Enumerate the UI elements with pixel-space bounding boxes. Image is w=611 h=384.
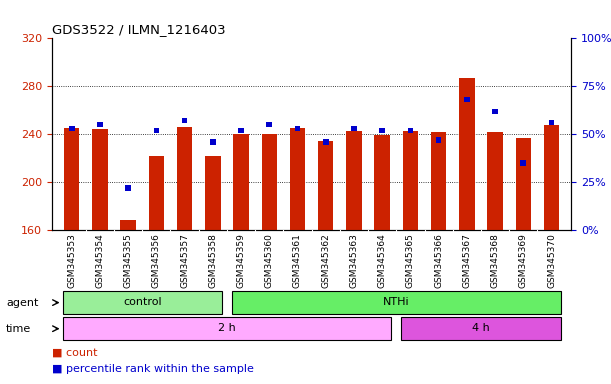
Bar [431, 132, 447, 230]
Bar [408, 128, 413, 133]
Bar [290, 128, 306, 230]
Bar [323, 139, 329, 144]
Bar [182, 118, 188, 124]
Bar [205, 156, 221, 230]
Bar [97, 122, 103, 127]
Text: GSM345362: GSM345362 [321, 233, 330, 288]
Bar [62, 317, 392, 341]
Text: GSM345369: GSM345369 [519, 233, 528, 288]
Bar [549, 120, 554, 126]
Text: GSM345354: GSM345354 [95, 233, 104, 288]
Bar [120, 220, 136, 230]
Bar [351, 126, 357, 131]
Text: agent: agent [6, 298, 38, 308]
Bar [233, 134, 249, 230]
Text: GSM345357: GSM345357 [180, 233, 189, 288]
Text: GSM345360: GSM345360 [265, 233, 274, 288]
Text: GSM345358: GSM345358 [208, 233, 218, 288]
Bar [521, 160, 526, 166]
Text: GSM345370: GSM345370 [547, 233, 556, 288]
Bar [436, 137, 442, 142]
Text: NTHi: NTHi [383, 297, 409, 307]
Text: time: time [6, 324, 31, 334]
Bar [346, 131, 362, 230]
Text: 4 h: 4 h [472, 323, 490, 333]
Bar [488, 132, 503, 230]
Text: 2 h: 2 h [218, 323, 236, 333]
Bar [403, 131, 418, 230]
Text: GSM345364: GSM345364 [378, 233, 387, 288]
Text: GSM345363: GSM345363 [349, 233, 359, 288]
Text: GSM345359: GSM345359 [236, 233, 246, 288]
Bar [177, 127, 192, 230]
Bar [492, 109, 498, 114]
Text: ■ percentile rank within the sample: ■ percentile rank within the sample [52, 364, 254, 374]
Bar [544, 125, 559, 230]
Bar [375, 136, 390, 230]
Bar [464, 97, 470, 103]
Bar [516, 138, 531, 230]
Text: GSM345368: GSM345368 [491, 233, 500, 288]
Text: GSM345356: GSM345356 [152, 233, 161, 288]
Bar [69, 126, 75, 131]
Bar [125, 185, 131, 190]
Text: GSM345353: GSM345353 [67, 233, 76, 288]
Text: GSM345365: GSM345365 [406, 233, 415, 288]
Bar [459, 78, 475, 230]
Text: GSM345355: GSM345355 [123, 233, 133, 288]
Bar [64, 128, 79, 230]
Bar [62, 291, 222, 314]
Bar [379, 128, 385, 133]
Bar [295, 126, 301, 131]
Bar [92, 129, 108, 230]
Bar [266, 122, 272, 127]
Text: ■ count: ■ count [52, 347, 97, 357]
Bar [401, 317, 561, 341]
Text: GSM345367: GSM345367 [463, 233, 471, 288]
Bar [318, 141, 334, 230]
Bar [210, 139, 216, 144]
Text: GDS3522 / ILMN_1216403: GDS3522 / ILMN_1216403 [52, 23, 225, 36]
Text: GSM345361: GSM345361 [293, 233, 302, 288]
Bar [262, 134, 277, 230]
Bar [148, 156, 164, 230]
Bar [232, 291, 561, 314]
Bar [238, 128, 244, 133]
Text: control: control [123, 297, 161, 307]
Bar [153, 128, 159, 133]
Text: GSM345366: GSM345366 [434, 233, 443, 288]
